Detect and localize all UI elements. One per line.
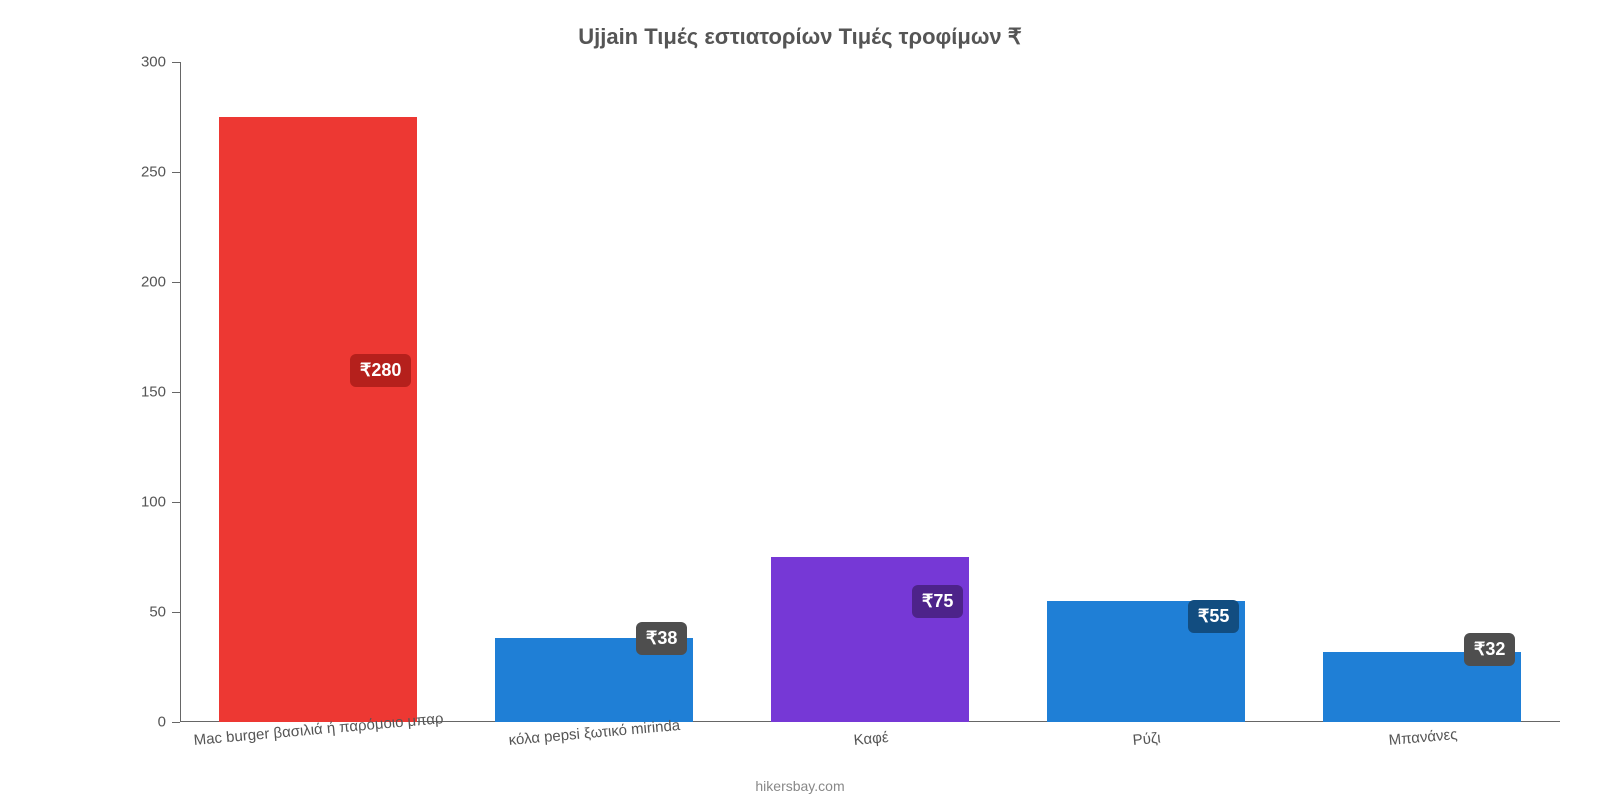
- y-axis: [180, 62, 181, 722]
- value-badge: ₹38: [636, 622, 687, 655]
- plot-area: 050100150200250300₹280Mac burger βασιλιά…: [180, 62, 1560, 722]
- y-tick-label: 150: [141, 384, 166, 401]
- x-axis-label: Καφέ: [853, 729, 889, 749]
- y-tick: [172, 282, 180, 283]
- y-tick: [172, 62, 180, 63]
- value-badge: ₹280: [350, 354, 411, 387]
- chart-container: Ujjain Τιμές εστιατορίων Τιμές τροφίμων …: [0, 0, 1600, 800]
- bar: [771, 557, 970, 722]
- value-badge: ₹75: [912, 585, 963, 618]
- y-tick: [172, 392, 180, 393]
- y-tick-label: 200: [141, 274, 166, 291]
- x-axis-label: Ρύζι: [1132, 730, 1161, 749]
- y-tick: [172, 722, 180, 723]
- chart-title: Ujjain Τιμές εστιατορίων Τιμές τροφίμων …: [0, 24, 1600, 50]
- y-tick-label: 50: [149, 604, 166, 621]
- attribution-text: hikersbay.com: [0, 778, 1600, 794]
- y-tick-label: 250: [141, 164, 166, 181]
- y-tick: [172, 612, 180, 613]
- x-axis-label: Μπανάνες: [1388, 726, 1458, 749]
- value-badge: ₹55: [1188, 600, 1239, 633]
- bar: [219, 117, 418, 722]
- y-tick: [172, 502, 180, 503]
- y-tick-label: 0: [158, 714, 166, 731]
- y-tick: [172, 172, 180, 173]
- y-tick-label: 300: [141, 54, 166, 71]
- value-badge: ₹32: [1464, 633, 1515, 666]
- y-tick-label: 100: [141, 494, 166, 511]
